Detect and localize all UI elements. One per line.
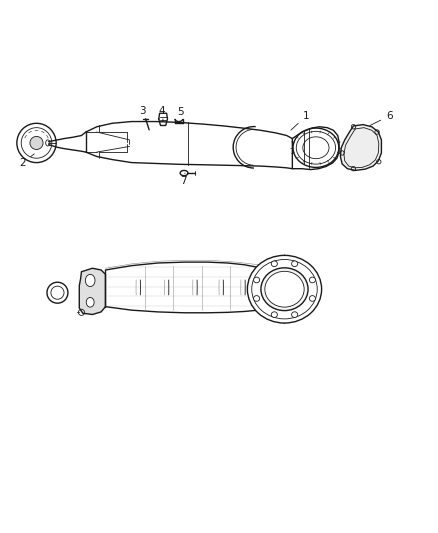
Ellipse shape xyxy=(86,297,94,307)
Ellipse shape xyxy=(292,312,298,318)
Text: 3: 3 xyxy=(139,106,146,120)
Text: 7: 7 xyxy=(180,173,187,187)
Ellipse shape xyxy=(309,277,315,283)
Ellipse shape xyxy=(30,136,43,149)
Polygon shape xyxy=(292,127,339,169)
Text: 4: 4 xyxy=(159,106,166,122)
Ellipse shape xyxy=(21,128,52,158)
Ellipse shape xyxy=(17,123,56,163)
Ellipse shape xyxy=(271,261,277,266)
Ellipse shape xyxy=(271,312,277,318)
Ellipse shape xyxy=(254,296,260,301)
Polygon shape xyxy=(340,125,381,171)
Ellipse shape xyxy=(292,261,298,266)
Text: 1: 1 xyxy=(291,111,310,130)
Ellipse shape xyxy=(309,296,315,301)
Ellipse shape xyxy=(85,274,95,287)
Ellipse shape xyxy=(247,255,321,323)
Polygon shape xyxy=(79,268,106,314)
Text: 2: 2 xyxy=(19,154,34,168)
Ellipse shape xyxy=(254,277,260,283)
Text: 6: 6 xyxy=(370,111,392,126)
Text: 5: 5 xyxy=(177,107,184,123)
Ellipse shape xyxy=(261,268,308,311)
Ellipse shape xyxy=(252,260,317,319)
Ellipse shape xyxy=(265,271,304,307)
